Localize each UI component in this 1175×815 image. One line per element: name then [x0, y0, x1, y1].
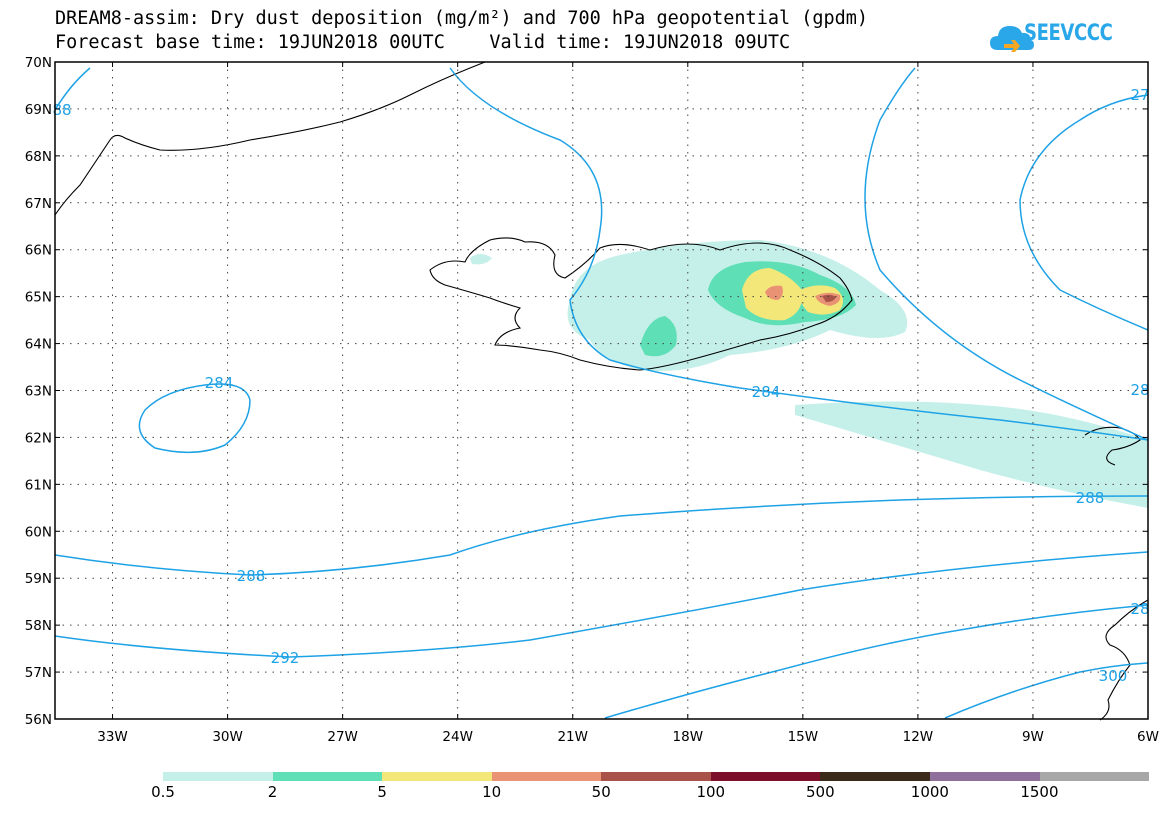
lon-tick-label: 15W: [788, 729, 819, 745]
axis-ticks: [55, 61, 1149, 720]
legend-label: 10: [482, 783, 502, 801]
legend-label: 500: [806, 783, 835, 801]
longitude-labels: 33W 30W 27W 24W 21W 18W 15W 12W 9W 6W: [97, 729, 1159, 745]
contour-label: 88: [52, 101, 71, 119]
contour-label: 284: [205, 374, 234, 392]
contour-label: 288: [237, 567, 266, 585]
contour-label: 28: [1130, 381, 1149, 399]
lon-tick-label: 27W: [327, 729, 358, 745]
legend-label: 0.5: [151, 783, 175, 801]
dust-deposition-shading: [470, 240, 1148, 508]
lon-tick-label: 6W: [1137, 729, 1159, 745]
contour-label: 284: [752, 383, 781, 401]
lat-tick-label: 65N: [25, 290, 52, 306]
lon-tick-label: 33W: [97, 729, 128, 745]
legend-swatch: [820, 772, 930, 781]
latitude-labels: 70N 69N 68N 67N 66N 65N 64N 63N 62N 61N 60N 59N 58N 5…: [25, 55, 52, 728]
contour-label: 288: [1076, 489, 1105, 507]
legend-label: 1000: [910, 783, 949, 801]
legend-swatch: [163, 772, 273, 781]
legend-swatch: [1039, 772, 1150, 781]
contour-label: 292: [271, 649, 300, 667]
title-line-2: Forecast base time: 19JUN2018 00UTC Vali…: [55, 32, 791, 53]
lat-tick-label: 58N: [25, 618, 52, 634]
legend-swatch: [382, 772, 492, 781]
contour-label: 300: [1099, 667, 1128, 685]
legend-label: 100: [696, 783, 726, 801]
lat-tick-label: 70N: [25, 55, 52, 71]
lat-tick-label: 57N: [25, 665, 52, 681]
geopotential-contours: [54, 67, 1149, 719]
cloud-icon: [990, 26, 1034, 52]
lat-tick-label: 62N: [25, 430, 52, 446]
lat-tick-label: 61N: [25, 477, 52, 493]
lat-tick-label: 63N: [25, 384, 52, 400]
legend-colorbar: [163, 772, 1150, 781]
lat-tick-label: 68N: [25, 149, 52, 165]
lat-tick-label: 64N: [25, 337, 52, 353]
legend-swatch: [601, 772, 711, 781]
lon-tick-label: 30W: [212, 729, 243, 745]
lon-tick-label: 9W: [1022, 729, 1044, 745]
legend-swatch: [491, 772, 602, 781]
gridlines: [55, 62, 1148, 719]
contour-label: 27: [1130, 86, 1149, 104]
logo-text: SEEVCCC: [1024, 21, 1113, 46]
lat-tick-label: 69N: [25, 102, 52, 118]
legend-swatch: [272, 772, 383, 781]
legend-swatch: [929, 772, 1040, 781]
lat-tick-label: 56N: [25, 712, 52, 728]
title-line-1: DREAM8-assim: Dry dust deposition (mg/m²…: [55, 8, 869, 29]
coastlines: [54, 61, 1149, 721]
lon-tick-label: 21W: [557, 729, 588, 745]
contour-label: 28: [1130, 600, 1149, 618]
lat-tick-label: 59N: [25, 571, 52, 587]
lat-tick-label: 67N: [25, 196, 52, 212]
lon-tick-label: 24W: [442, 729, 473, 745]
legend-swatch: [710, 772, 821, 781]
contour-labels: 284 284 288 288 292 300 27 28 28 88: [52, 86, 1149, 685]
legend-label: 2: [267, 783, 278, 801]
legend-label: 5: [377, 783, 387, 801]
lat-tick-label: 66N: [25, 243, 52, 259]
legend-label: 50: [591, 783, 611, 801]
lon-tick-label: 18W: [673, 729, 704, 745]
lat-tick-label: 60N: [25, 524, 52, 540]
lon-tick-label: 12W: [903, 729, 934, 745]
legend-label: 1500: [1020, 783, 1059, 801]
